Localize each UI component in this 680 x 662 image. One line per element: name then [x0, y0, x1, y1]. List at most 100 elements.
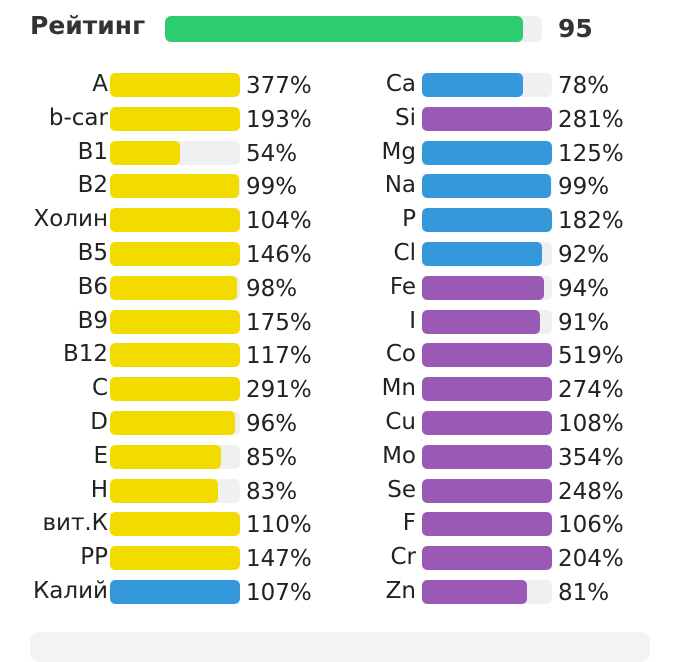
nutrient-percent: 81%: [558, 579, 610, 606]
nutrient-bar-fill: [110, 208, 240, 233]
nutrient-bar-fill: [422, 377, 552, 402]
nutrient-bar-fill: [422, 410, 552, 435]
nutrient-bar: [422, 73, 552, 97]
bottom-panel: [30, 632, 650, 662]
nutrient-percent: 91%: [558, 309, 610, 336]
nutrient-percent: 519%: [558, 343, 624, 370]
nutrient-name: E: [93, 442, 108, 469]
nutrient-bar: [110, 73, 240, 97]
nutrient-name: Cu: [385, 408, 416, 435]
nutrient-bar: [422, 512, 552, 537]
nutrient-percent: 182%: [558, 208, 624, 235]
nutrient-bar-fill: [422, 140, 552, 165]
nutrient-percent: 274%: [558, 377, 624, 404]
nutrient-name: Na: [384, 172, 416, 199]
nutrient-name: Se: [387, 476, 416, 503]
nutrient-bar-fill: [110, 512, 240, 537]
nutrient-name: Si: [395, 104, 416, 131]
nutrient-percent: 107%: [246, 579, 312, 606]
nutrient-name: Fe: [389, 273, 416, 300]
nutrient-bar: [110, 343, 240, 368]
nutrient-bar: [422, 174, 552, 199]
nutrient-bar: [110, 512, 240, 537]
nutrient-bar: [110, 546, 240, 571]
nutrient-bar: [110, 309, 240, 334]
nutrient-bar: [110, 377, 240, 402]
nutrient-name: Калий: [32, 577, 108, 604]
nutrient-bar-fill: [110, 73, 240, 97]
nutrient-bar: [422, 208, 552, 233]
nutrient-bar-fill: [110, 174, 239, 199]
nutrient-bar: [110, 579, 240, 604]
nutrient-name: H: [90, 476, 108, 503]
nutrient-bar-fill: [110, 579, 240, 604]
nutrient-bar: [422, 444, 552, 469]
nutrient-percent: 175%: [246, 309, 312, 336]
nutrient-name: Cr: [390, 544, 416, 571]
nutrient-percent: 204%: [558, 546, 624, 573]
nutrient-bar-fill: [422, 174, 551, 199]
nutrient-name: B6: [77, 273, 108, 300]
nutrient-percent: 291%: [246, 377, 312, 404]
nutrient-percent: 104%: [246, 208, 312, 235]
nutrient-name: Холин: [33, 206, 108, 233]
nutrient-percent: 99%: [558, 174, 610, 201]
nutrient-bar: [110, 208, 240, 233]
nutrient-percent: 248%: [558, 478, 624, 505]
nutrient-bar-fill: [110, 546, 240, 571]
nutrient-name: C: [91, 375, 108, 402]
nutrient-name: B2: [77, 172, 108, 199]
nutrient-percent: 92%: [558, 241, 610, 268]
nutrient-bar: [422, 478, 552, 503]
nutrient-bar: [110, 106, 240, 131]
nutrient-percent: 125%: [558, 140, 624, 167]
nutrient-bar: [422, 140, 552, 165]
nutrient-bar-fill: [110, 478, 218, 503]
nutrient-percent: 94%: [558, 275, 610, 302]
nutrient-name: B1: [77, 138, 108, 165]
nutrient-percent: 146%: [246, 241, 312, 268]
nutrient-percent: 377%: [246, 73, 312, 99]
nutrient-bar-fill: [422, 208, 552, 233]
nutrient-bar: [110, 444, 240, 469]
nutrient-name: D: [90, 408, 108, 435]
nutrient-percent: 54%: [246, 140, 298, 167]
rating-bar: [165, 16, 542, 42]
nutrient-bar: [422, 579, 552, 604]
nutrient-name: b-car: [48, 104, 108, 131]
nutrient-bar: [110, 140, 240, 165]
rating-header: Рейтинг 95: [0, 0, 680, 58]
nutrient-name: Cl: [393, 239, 416, 266]
nutrient-percent: 281%: [558, 106, 624, 133]
nutrient-bar-fill: [110, 275, 238, 300]
nutrient-name: Ca: [385, 71, 416, 97]
nutrient-percent: 83%: [246, 478, 298, 505]
nutrient-percent: 106%: [558, 512, 624, 539]
nutrient-percent: 78%: [558, 73, 610, 99]
nutrient-bar: [422, 309, 552, 334]
nutrient-bar-fill: [422, 275, 545, 300]
nutrient-bar-fill: [422, 309, 541, 334]
nutrient-name: Mg: [381, 138, 416, 165]
nutrient-percent: 193%: [246, 106, 312, 133]
nutrient-bar-fill: [422, 343, 552, 368]
nutrient-percent: 117%: [246, 343, 312, 370]
nutrient-bar-fill: [110, 106, 240, 131]
nutrient-bar: [110, 478, 240, 503]
nutrient-bar-fill: [110, 343, 240, 368]
nutrient-bar: [110, 410, 240, 435]
nutrient-name: PP: [80, 544, 108, 571]
nutrient-bar-fill: [110, 410, 235, 435]
rating-value: 95: [558, 14, 593, 43]
nutrient-bar: [110, 241, 240, 266]
nutrient-bar-fill: [422, 478, 552, 503]
nutrient-percent: 98%: [246, 275, 298, 302]
nutrient-name: B12: [62, 341, 108, 368]
nutrient-bar-fill: [110, 444, 221, 469]
nutrient-bar-fill: [422, 444, 552, 469]
nutrient-name: B9: [77, 307, 108, 334]
nutrient-bar: [422, 241, 552, 266]
nutrient-percent: 354%: [558, 444, 624, 471]
nutrient-bar-fill: [422, 73, 524, 97]
nutrient-bar-fill: [422, 241, 542, 266]
